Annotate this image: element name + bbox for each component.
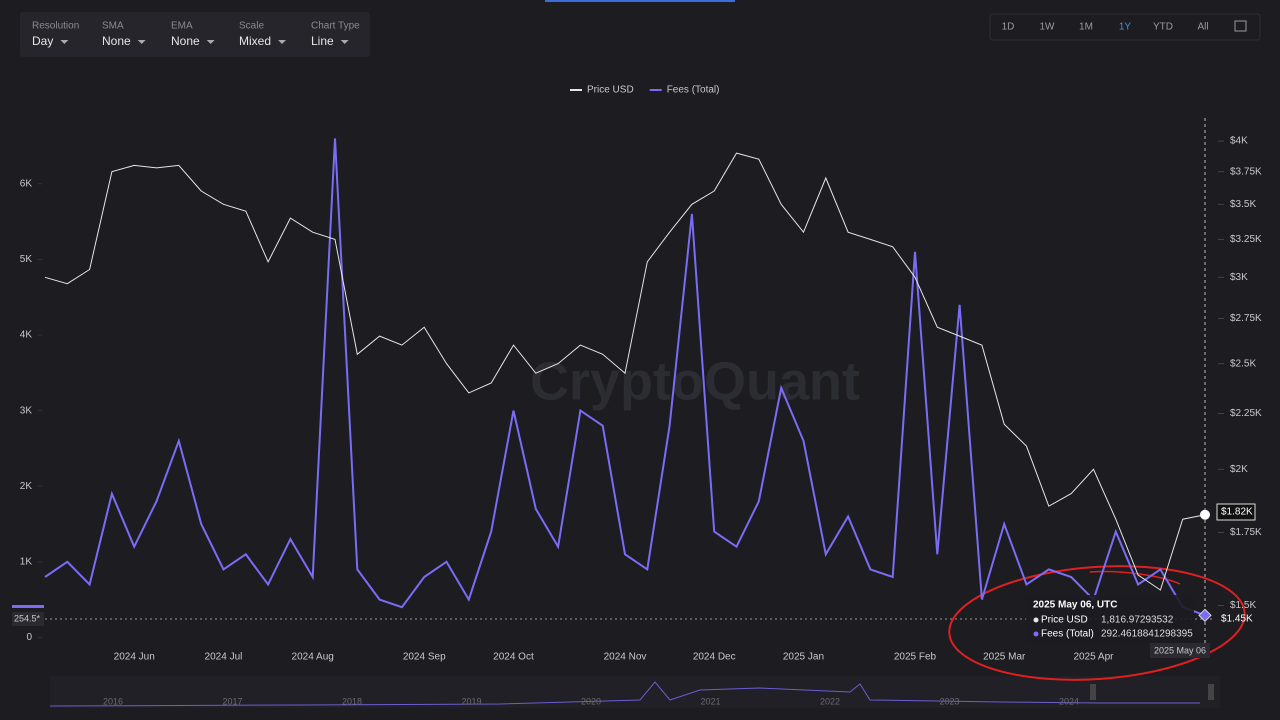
y-tick-label: 6K: [20, 178, 33, 189]
navigator-year: 2017: [223, 696, 243, 706]
control-label: Chart Type: [311, 21, 360, 32]
y-tick-label: 3K: [20, 405, 33, 416]
marker-box: [12, 605, 44, 608]
marker-label: $1.82K: [1221, 507, 1253, 518]
x-tick-label: 2024 Oct: [493, 652, 534, 663]
dropdown-arrow: [278, 40, 287, 44]
y2-tick-label: $4K: [1230, 136, 1248, 147]
control-value[interactable]: Day: [32, 34, 53, 48]
end-dot: [1200, 509, 1210, 520]
navigator-handle[interactable]: [1208, 684, 1214, 700]
tooltip-dot: [1033, 631, 1039, 637]
control-value[interactable]: None: [102, 34, 131, 48]
navigator-year: 2021: [701, 696, 721, 706]
tooltip-dot: [1033, 617, 1039, 623]
y-tick-label: 5K: [20, 254, 33, 265]
y2-tick-label: $3.5K: [1230, 199, 1256, 210]
watermark: CryptoQuant: [530, 351, 860, 411]
series-line: [44, 152, 1206, 591]
y-tick-label: 0: [26, 632, 32, 643]
range-button[interactable]: YTD: [1153, 22, 1173, 33]
x-tick-label: 2024 Aug: [292, 652, 334, 663]
tooltip-name: Fees (Total): [1041, 629, 1094, 640]
date-label: 2025 May 06: [1154, 645, 1206, 655]
annotation-circle: [948, 565, 1246, 681]
navigator-year: 2019: [462, 696, 482, 706]
y2-tick-label: $1.75K: [1230, 527, 1262, 538]
y-tick-label: 2K: [20, 481, 33, 492]
y2-tick-label: $3.25K: [1230, 234, 1262, 245]
range-button[interactable]: 1M: [1079, 22, 1093, 33]
marker-box: [1216, 503, 1256, 521]
navigator-year: 2022: [820, 696, 840, 706]
y-tick-label: 4K: [20, 330, 33, 341]
control-label: Resolution: [32, 21, 79, 32]
navigator-handle[interactable]: [1090, 684, 1096, 700]
marker-label: $1.45K: [1221, 614, 1253, 625]
dropdown-arrow: [340, 40, 349, 44]
dropdown-arrow: [137, 40, 146, 44]
y-tick-label: 1K: [20, 556, 33, 567]
control-value[interactable]: Mixed: [239, 34, 271, 48]
y2-tick-label: $2.75K: [1230, 313, 1262, 324]
control-label: Scale: [239, 21, 264, 32]
marker-box: [12, 612, 44, 626]
annotation-stroke: [1089, 570, 1181, 585]
dropdown-arrow: [206, 40, 215, 44]
range-button[interactable]: 1D: [1002, 22, 1015, 33]
x-tick-label: 2025 Apr: [1073, 652, 1114, 663]
y2-tick-label: $2.5K: [1230, 358, 1256, 369]
marker-label: 254.5*: [14, 613, 41, 623]
y2-tick-label: $2K: [1230, 464, 1248, 475]
range-button[interactable]: 1Y: [1119, 22, 1132, 33]
legend-label[interactable]: Price USD: [587, 85, 634, 96]
navigator-year: 2024: [1059, 696, 1079, 706]
controls-panel: [20, 12, 370, 57]
control-value[interactable]: Line: [311, 34, 334, 48]
tooltip-value: 292.4618841298395: [1101, 629, 1193, 640]
x-tick-label: 2025 Jan: [783, 652, 824, 663]
x-tick-label: 2025 Mar: [983, 652, 1026, 663]
y2-tick-label: $1.5K: [1230, 600, 1256, 611]
control-label: SMA: [102, 21, 124, 32]
top-bar: [545, 0, 735, 2]
calendar-icon[interactable]: [1234, 20, 1247, 32]
series-line: [44, 138, 1206, 617]
range-button[interactable]: All: [1197, 22, 1208, 33]
tooltip: [1026, 595, 1194, 643]
x-tick-label: 2025 Feb: [894, 652, 937, 663]
x-tick-label: 2024 Dec: [693, 652, 736, 663]
tooltip-value: 1,816.97293532: [1101, 615, 1174, 626]
x-tick-label: 2024 Sep: [403, 652, 446, 663]
navigator-year: 2023: [940, 696, 960, 706]
x-tick-label: 2024 Nov: [604, 652, 647, 663]
y2-tick-label: $3K: [1230, 272, 1248, 283]
y2-tick-label: $3.75K: [1230, 166, 1262, 177]
navigator-year: 2020: [581, 696, 601, 706]
tooltip-name: Price USD: [1041, 615, 1088, 626]
legend-label[interactable]: Fees (Total): [667, 85, 720, 96]
date-label-box: [1150, 643, 1210, 658]
navigator-year: 2016: [103, 696, 123, 706]
x-tick-label: 2024 Jul: [205, 652, 243, 663]
x-tick-label: 2024 Jun: [114, 652, 155, 663]
control-label: EMA: [171, 21, 193, 32]
navigator-line: [49, 681, 1200, 707]
y2-tick-label: $2.25K: [1230, 408, 1262, 419]
navigator-year: 2018: [342, 696, 362, 706]
range-panel: [989, 13, 1261, 41]
control-value[interactable]: None: [171, 34, 200, 48]
tooltip-title: 2025 May 06, UTC: [1033, 600, 1118, 611]
range-button[interactable]: 1W: [1040, 22, 1056, 33]
end-diamond: [1198, 608, 1212, 623]
dropdown-arrow: [60, 40, 69, 44]
